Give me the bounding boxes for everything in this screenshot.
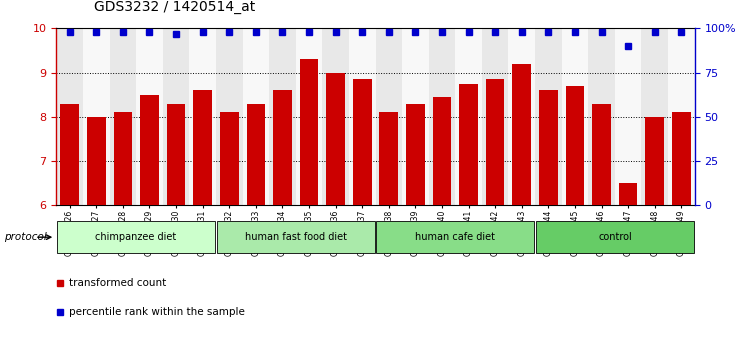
- Bar: [455, 28, 482, 205]
- Bar: [402, 28, 429, 205]
- Bar: [512, 64, 531, 205]
- Bar: [619, 183, 638, 205]
- Text: control: control: [598, 232, 632, 242]
- Bar: [113, 113, 132, 205]
- Bar: [460, 84, 478, 205]
- Bar: [110, 28, 136, 205]
- Bar: [220, 113, 239, 205]
- Bar: [588, 28, 615, 205]
- Bar: [163, 28, 189, 205]
- Bar: [615, 28, 641, 205]
- Bar: [508, 28, 535, 205]
- Bar: [60, 103, 79, 205]
- Bar: [593, 103, 611, 205]
- Bar: [645, 117, 664, 205]
- Bar: [217, 221, 375, 253]
- Bar: [353, 79, 372, 205]
- Bar: [566, 86, 584, 205]
- Bar: [269, 28, 296, 205]
- Bar: [273, 90, 291, 205]
- Bar: [136, 28, 163, 205]
- Bar: [672, 113, 691, 205]
- Bar: [189, 28, 216, 205]
- Text: GDS3232 / 1420514_at: GDS3232 / 1420514_at: [94, 0, 255, 14]
- Bar: [482, 28, 508, 205]
- Bar: [140, 95, 158, 205]
- Bar: [57, 221, 215, 253]
- Bar: [243, 28, 269, 205]
- Bar: [379, 113, 398, 205]
- Bar: [193, 90, 212, 205]
- Bar: [486, 79, 505, 205]
- Bar: [539, 90, 558, 205]
- Bar: [562, 28, 588, 205]
- Bar: [535, 28, 562, 205]
- Bar: [296, 28, 322, 205]
- Bar: [56, 28, 83, 205]
- Bar: [300, 59, 318, 205]
- Bar: [536, 221, 694, 253]
- Text: human fast food diet: human fast food diet: [245, 232, 347, 242]
- Bar: [406, 103, 425, 205]
- Text: protocol: protocol: [4, 232, 47, 242]
- Bar: [376, 28, 402, 205]
- Bar: [216, 28, 243, 205]
- Text: percentile rank within the sample: percentile rank within the sample: [69, 307, 245, 316]
- Bar: [668, 28, 695, 205]
- Bar: [322, 28, 349, 205]
- Bar: [429, 28, 455, 205]
- Text: transformed count: transformed count: [69, 278, 166, 288]
- Bar: [433, 97, 451, 205]
- Bar: [87, 117, 106, 205]
- Bar: [167, 103, 185, 205]
- Bar: [83, 28, 110, 205]
- Bar: [246, 103, 265, 205]
- Bar: [376, 221, 534, 253]
- Bar: [349, 28, 376, 205]
- Bar: [326, 73, 345, 205]
- Bar: [641, 28, 668, 205]
- Text: chimpanzee diet: chimpanzee diet: [95, 232, 176, 242]
- Text: human cafe diet: human cafe diet: [415, 232, 496, 242]
